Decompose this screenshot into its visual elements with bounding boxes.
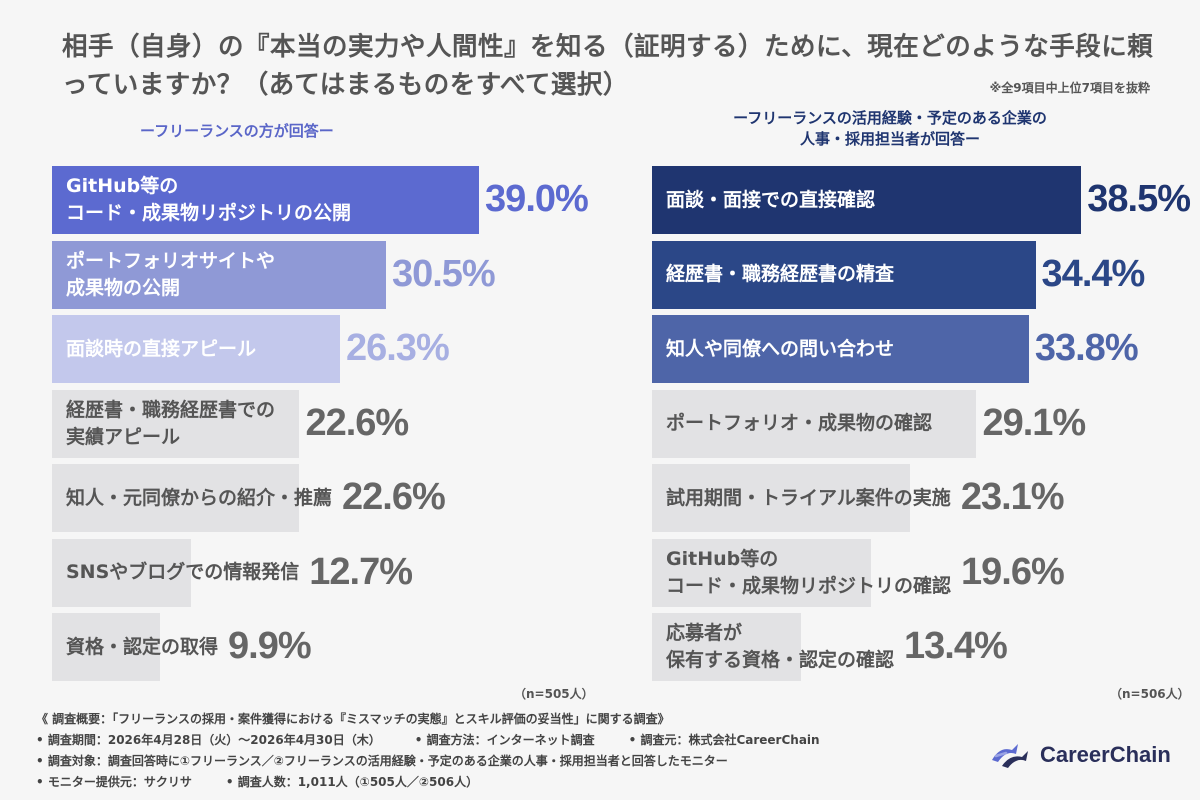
bar-label-left-4: 知人・元同僚からの紹介・推薦 — [66, 486, 333, 509]
bar-value-right-6: 13.4% — [904, 625, 1008, 667]
right-subtitle-line2: 人事・採用担当者が回答ー — [799, 130, 980, 148]
bar-label-right-5: GitHub等の コード・成果物リポジトリの確認 — [666, 547, 952, 597]
footer-overview: 《 調査概要：「フリーランスの採用・案件獲得における『ミスマッチの実態』とスキル… — [36, 712, 670, 726]
bar-label-left-1: ポートフォリオサイトや 成果物の公開 — [66, 249, 276, 299]
footer-target: • 調査対象：調査回答時に①フリーランス／②フリーランスの活用経験・予定のある企… — [36, 754, 728, 768]
bar-left-5 — [52, 538, 192, 607]
bar-value-right-4: 23.1% — [960, 476, 1065, 518]
bar-value-right-1: 34.4% — [1041, 252, 1146, 295]
bar-label-left-5: SNSやブログでの情報発信 — [66, 561, 300, 583]
career-chain-logo: CareerChain — [988, 740, 1171, 770]
footer-period: • 調査期間：2026年4月28日（火）〜2026年4月30日（木） — [36, 733, 381, 747]
bar-value-right-2: 33.8% — [1034, 327, 1139, 369]
bar-label-right-6: 応募者が 保有する資格・認定の確認 — [666, 622, 895, 671]
footer-method: • 調査方法：インターネット調査 — [414, 733, 595, 747]
bar-value-left-3: 22.6% — [305, 401, 409, 444]
bar-left-2 — [52, 315, 340, 383]
logo-text: CareerChain — [1040, 742, 1171, 767]
footer-org: • 調査元：株式会社CareerChain — [628, 733, 820, 747]
bar-left-1 — [52, 240, 386, 309]
bar-value-left-1: 30.5% — [391, 252, 496, 295]
bar-label-right-2: 知人や同僚への問い合わせ — [666, 337, 895, 360]
bar-right-3 — [652, 389, 977, 458]
bar-value-left-6: 9.9% — [228, 625, 312, 667]
chart-title: 相手（自身）の『本当の実力や人間性』を知る（証明する）ために、現在どのような手段… — [62, 32, 1154, 100]
left-sample-size: （n=505人） — [514, 687, 594, 701]
bar-right-1 — [652, 240, 1036, 309]
bar-right-2 — [652, 315, 1029, 383]
bar-label-right-1: 経歴書・職務経歴書の精査 — [666, 263, 895, 285]
bar-value-left-4: 22.6% — [342, 476, 446, 518]
footer-provider: • モニター提供元：サクリサ — [36, 775, 192, 789]
bar-value-right-3: 29.1% — [982, 401, 1086, 444]
bar-label-right-4: 試用期間・トライアル案件の実施 — [666, 486, 951, 509]
bar-left-3 — [52, 389, 300, 458]
bar-value-right-5: 19.6% — [961, 550, 1065, 593]
bar-label-right-3: ポートフォリオ・成果物の確認 — [666, 412, 933, 434]
bar-right-4 — [652, 464, 910, 532]
bar-right-0 — [652, 166, 1082, 234]
bar-value-right-0: 38.5% — [1087, 178, 1191, 220]
bar-label-left-2: 面談時の直接アピール — [66, 337, 257, 360]
bar-label-left-0: GitHub等の コード・成果物リポジトリの公開 — [66, 175, 352, 224]
bar-value-left-5: 12.7% — [309, 550, 413, 593]
bar-left-0 — [52, 166, 480, 234]
bar-label-left-6: 資格・認定の取得 — [66, 635, 219, 658]
note-text: ※全9項目中上位7項目を抜粋 — [989, 81, 1150, 95]
career-chain-logo-icon — [992, 744, 1028, 768]
footer-count: • 調査人数：1,011人（①505人／②506人） — [225, 775, 479, 789]
bar-right-5 — [652, 538, 871, 607]
bar-value-left-2: 26.3% — [345, 327, 450, 369]
bar-label-left-3: 経歴書・職務経歴書での 実績アピール — [66, 398, 276, 448]
right-sample-size: （n=506人） — [1110, 687, 1190, 701]
right-subtitle: ーフリーランスの活用経験・予定のある企業の 人事・採用担当者が回答ー — [690, 108, 1090, 150]
bar-left-4 — [52, 464, 300, 532]
bar-left-6 — [52, 613, 161, 681]
left-subtitle: ーフリーランスの方が回答ー — [140, 122, 334, 140]
bar-value-left-0: 39.0% — [485, 178, 589, 220]
survey-footer: 《 調査概要：「フリーランスの採用・案件獲得における『ミスマッチの実態』とスキル… — [36, 709, 936, 793]
right-subtitle-line1: ーフリーランスの活用経験・予定のある企業の — [733, 109, 1047, 127]
bar-label-right-0: 面談・面接での直接確認 — [666, 188, 876, 211]
bar-right-6 — [652, 613, 802, 681]
